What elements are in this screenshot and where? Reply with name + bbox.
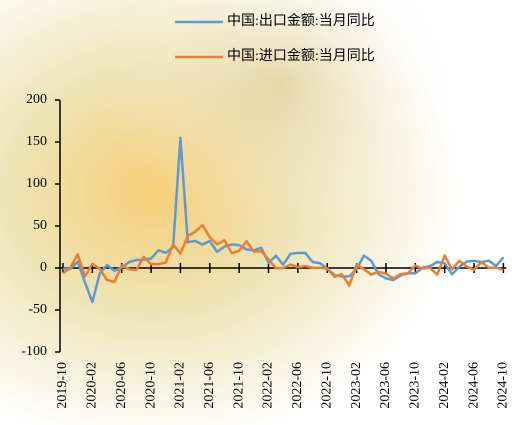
x-tick-label: 2024-06	[466, 362, 481, 409]
x-tick-label: 2020-10	[143, 362, 158, 409]
x-tick-label: 2022-10	[319, 362, 334, 409]
x-tick-label: 2023-02	[349, 362, 364, 409]
x-tick-label: 2024-02	[437, 362, 452, 409]
x-tick-label: 2020-06	[114, 362, 129, 409]
x-tick-label: 2021-10	[231, 362, 246, 409]
x-tick-label: 2023-06	[378, 362, 393, 409]
y-tick-label: 150	[26, 134, 47, 149]
y-tick-label: 100	[26, 176, 47, 191]
x-tick-label: 2024-10	[496, 362, 511, 409]
x-tick-label: 2020-02	[85, 362, 100, 409]
x-tick-label: 2021-06	[202, 362, 217, 409]
x-tick-label: 2021-02	[173, 362, 188, 409]
x-tick-label: 2019-10	[55, 362, 70, 409]
y-tick-label: 200	[26, 92, 47, 107]
legend-label: 中国:出口金额:当月同比	[227, 13, 375, 29]
x-tick-label: 2022-06	[290, 362, 305, 409]
y-tick-label: 50	[33, 218, 47, 233]
y-tick-label: 0	[40, 260, 47, 275]
y-tick-label: -50	[28, 302, 47, 317]
legend-label: 中国:进口金额:当月同比	[227, 48, 375, 64]
series-line	[62, 223, 504, 287]
x-tick-label: 2023-10	[408, 362, 423, 409]
y-tick-label: -100	[21, 344, 47, 359]
x-tick-label: 2022-02	[261, 362, 276, 409]
series-line	[62, 136, 505, 304]
